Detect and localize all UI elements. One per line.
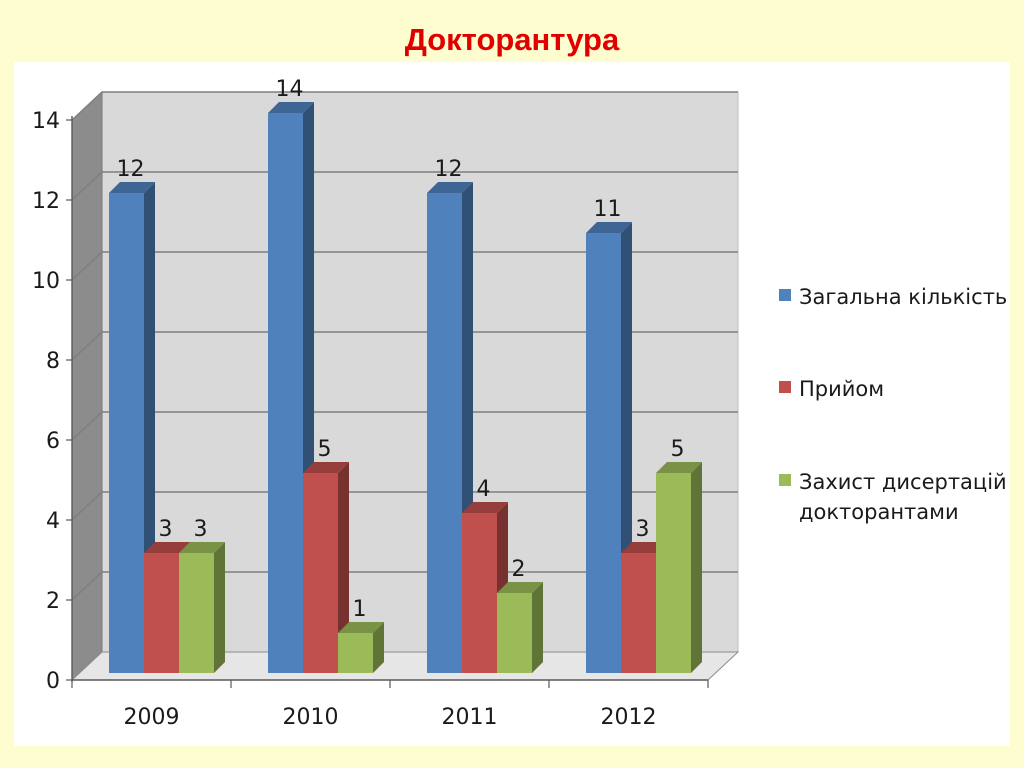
gridline [71,91,738,121]
x-tick-label: 2009 [124,705,180,730]
bar-side [373,622,384,673]
bar-top [303,462,349,473]
y-tick-label: 6 [46,429,60,454]
bar-side [691,462,702,673]
bar-top [179,542,225,553]
bar-front [656,473,691,673]
bar-front [179,553,214,673]
bar-front [462,513,497,673]
y-tick-label: 12 [32,189,60,214]
data-label: 14 [276,77,304,102]
bar-top [109,182,155,193]
bar [497,582,543,673]
legend-item: Прийом [779,374,884,404]
bar-top [462,502,508,513]
y-tick-label: 0 [46,669,60,694]
gridline [71,411,738,441]
data-label: 1 [353,597,367,622]
bar-top [338,622,384,633]
y-tick-label: 14 [32,109,60,134]
gridline [71,331,738,361]
y-tick-label: 2 [46,589,60,614]
chart-title: Докторантура [404,22,620,57]
x-tick-label: 2011 [442,705,498,730]
bar-front [303,473,338,673]
gridline [71,491,738,521]
gridline [71,571,738,601]
bar-side [214,542,225,673]
bar-top [621,542,667,553]
legend-label: Прийом [799,377,885,401]
chart-gridlines [71,91,738,601]
bar-front [621,553,656,673]
x-tick-label: 2012 [601,705,657,730]
bar-top [144,542,190,553]
bar-front [427,193,462,673]
x-tick-label: 2010 [283,705,339,730]
legend-swatch [779,381,791,393]
bar [586,222,632,673]
data-label: 3 [636,517,650,542]
legend-swatch [779,289,791,301]
legend-label: Захист дисертацій докторантами [799,470,1007,524]
bar [179,542,225,673]
data-label: 4 [477,477,491,502]
gridline [71,171,738,201]
side-wall [71,90,103,682]
bar-top [427,182,473,193]
bar-top [497,582,543,593]
data-label: 12 [435,157,463,182]
chart-bars [109,102,702,673]
legend-item: Загальна кількість [779,282,1007,312]
bar-front [586,233,621,673]
bar-front [144,553,179,673]
data-label: 12 [117,157,145,182]
bar [338,622,384,673]
legend-item: Захист дисертацій докторантами [779,467,1009,527]
data-label: 5 [671,437,685,462]
y-tick-label: 8 [46,349,60,374]
data-label: 11 [594,197,622,222]
data-label: 3 [159,517,173,542]
bar-front [268,113,303,673]
bar-side [532,582,543,673]
data-label: 5 [318,437,332,462]
legend-swatch [779,474,791,486]
bar [656,462,702,673]
bar-front [109,193,144,673]
bar-top [586,222,632,233]
data-label: 3 [194,517,208,542]
y-tick-label: 4 [46,509,60,534]
y-tick-label: 10 [32,269,60,294]
bar-front [338,633,373,673]
bar-side [338,462,349,673]
chart-panel: 0 2 4 6 8 10 12 14 2009 2010 2011 2012 12 3 3 14 5 1 12 4 2… [14,62,1010,746]
bar-front [497,593,532,673]
bar-top [268,102,314,113]
legend-label: Загальна кількість [799,285,1008,309]
bar-top [656,462,702,473]
bar [303,462,349,673]
data-label: 2 [512,557,526,582]
gridline [71,251,738,281]
